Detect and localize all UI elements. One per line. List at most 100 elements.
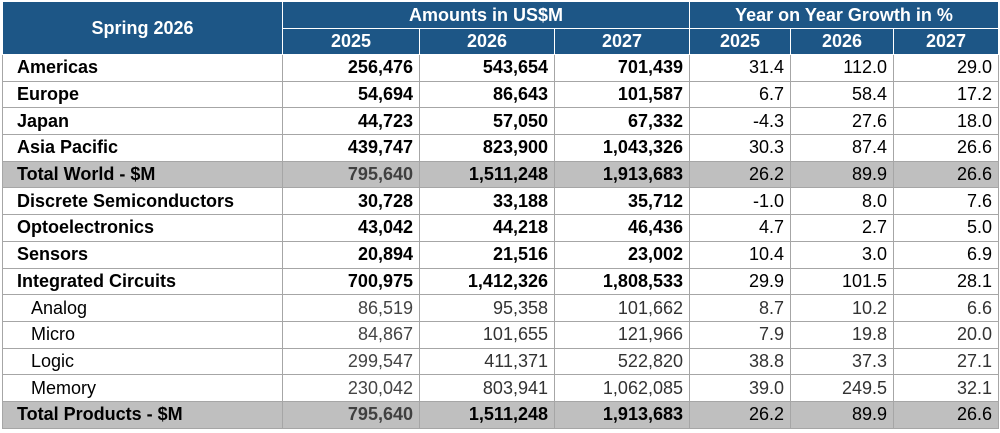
cell-amount-2026: 95,358 [419, 294, 555, 322]
cell-amount-2026: 86,643 [419, 80, 555, 109]
cell-growth-2027: 27.1 [892, 347, 1000, 376]
cell-growth-2027: 6.9 [892, 240, 1000, 269]
cell-amount-2026: 1,511,248 [419, 400, 555, 429]
cell-amount-2025: 43,042 [282, 214, 420, 242]
table-row: Asia Pacific 439,747 823,900 1,043,326 3… [2, 134, 1000, 162]
row-label: Total World - $M [2, 160, 283, 189]
table-row: Memory 230,042 803,941 1,062,085 39.0 24… [2, 374, 1000, 402]
table-row: Discrete Semiconductors 30,728 33,188 35… [2, 187, 1000, 216]
row-label: Discrete Semiconductors [2, 187, 283, 216]
cell-growth-2027: 29.0 [892, 54, 1000, 82]
cell-growth-2027: 6.6 [892, 294, 1000, 322]
cell-amount-2025: 30,728 [282, 187, 420, 216]
cell-growth-2026: 8.0 [790, 187, 894, 216]
cell-growth-2027: 26.6 [892, 400, 1000, 429]
row-label: Logic [2, 347, 283, 376]
year-header-growth-2026: 2026 [790, 28, 894, 55]
cell-amount-2026: 57,050 [419, 107, 555, 136]
row-label: Integrated Circuits [2, 267, 283, 296]
cell-amount-2027: 101,587 [554, 80, 690, 109]
cell-growth-2026: 249.5 [790, 374, 894, 402]
cell-amount-2027: 522,820 [554, 347, 690, 376]
cell-growth-2026: 27.6 [790, 107, 894, 136]
growth-header: Year on Year Growth in % [688, 1, 1000, 29]
cell-amount-2026: 803,941 [419, 374, 555, 402]
table-row: Micro 84,867 101,655 121,966 7.9 19.8 20… [2, 320, 1000, 349]
cell-amount-2025: 700,975 [282, 267, 420, 296]
cell-amount-2025: 795,640 [282, 400, 420, 429]
row-label: Total Products - $M [2, 400, 283, 429]
cell-amount-2027: 23,002 [554, 240, 690, 269]
cell-growth-2025: 38.8 [689, 347, 791, 376]
table-row: Logic 299,547 411,371 522,820 38.8 37.3 … [2, 347, 1000, 376]
cell-growth-2027: 17.2 [892, 80, 1000, 109]
table-row: Sensors 20,894 21,516 23,002 10.4 3.0 6.… [2, 240, 1000, 269]
cell-amount-2025: 256,476 [282, 54, 420, 82]
row-label: Memory [2, 374, 283, 402]
table-row: Integrated Circuits 700,975 1,412,326 1,… [2, 267, 1000, 296]
total-products-row: Total Products - $M 795,640 1,511,248 1,… [2, 400, 1000, 429]
cell-amount-2026: 33,188 [419, 187, 555, 216]
cell-amount-2027: 101,662 [554, 294, 690, 322]
cell-amount-2026: 1,412,326 [419, 267, 555, 296]
cell-amount-2027: 701,439 [554, 54, 690, 82]
table-title: Spring 2026 [2, 1, 283, 55]
cell-amount-2027: 1,913,683 [554, 160, 690, 189]
cell-amount-2026: 823,900 [419, 134, 555, 162]
table-row: Europe 54,694 86,643 101,587 6.7 58.4 17… [2, 80, 1000, 109]
amounts-header: Amounts in US$M [282, 1, 690, 29]
cell-amount-2025: 86,519 [282, 294, 420, 322]
year-header-amount-2026: 2026 [419, 28, 555, 55]
cell-growth-2025: 7.9 [689, 320, 791, 349]
cell-amount-2027: 1,913,683 [554, 400, 690, 429]
cell-amount-2027: 1,808,533 [554, 267, 690, 296]
cell-growth-2026: 37.3 [790, 347, 894, 376]
cell-amount-2026: 1,511,248 [419, 160, 555, 189]
cell-growth-2026: 10.2 [790, 294, 894, 322]
cell-growth-2025: 26.2 [689, 400, 791, 429]
cell-growth-2025: 30.3 [689, 134, 791, 162]
cell-growth-2027: 7.6 [892, 187, 1000, 216]
row-label: Japan [2, 107, 283, 136]
row-label: Sensors [2, 240, 283, 269]
cell-growth-2026: 101.5 [790, 267, 894, 296]
table-row: Americas 256,476 543,654 701,439 31.4 11… [2, 54, 1000, 82]
cell-amount-2025: 44,723 [282, 107, 420, 136]
cell-amount-2025: 20,894 [282, 240, 420, 269]
table-row: Analog 86,519 95,358 101,662 8.7 10.2 6.… [2, 294, 1000, 322]
cell-growth-2026: 87.4 [790, 134, 894, 162]
cell-growth-2026: 112.0 [790, 54, 894, 82]
cell-growth-2025: 26.2 [689, 160, 791, 189]
cell-growth-2027: 5.0 [892, 214, 1000, 242]
cell-amount-2027: 67,332 [554, 107, 690, 136]
cell-amount-2027: 1,062,085 [554, 374, 690, 402]
cell-growth-2025: 6.7 [689, 80, 791, 109]
cell-growth-2027: 26.6 [892, 134, 1000, 162]
cell-growth-2025: -4.3 [689, 107, 791, 136]
year-header-amount-2027: 2027 [554, 28, 690, 55]
cell-amount-2026: 101,655 [419, 320, 555, 349]
row-label: Americas [2, 54, 283, 82]
cell-growth-2027: 18.0 [892, 107, 1000, 136]
table-row: Japan 44,723 57,050 67,332 -4.3 27.6 18.… [2, 107, 1000, 136]
cell-growth-2026: 89.9 [790, 160, 894, 189]
total-world-row: Total World - $M 795,640 1,511,248 1,913… [2, 160, 1000, 189]
cell-growth-2025: 39.0 [689, 374, 791, 402]
cell-growth-2026: 58.4 [790, 80, 894, 109]
year-header-growth-2027: 2027 [892, 28, 1000, 55]
cell-growth-2027: 28.1 [892, 267, 1000, 296]
cell-growth-2025: -1.0 [689, 187, 791, 216]
cell-growth-2026: 19.8 [790, 320, 894, 349]
cell-growth-2027: 26.6 [892, 160, 1000, 189]
cell-amount-2025: 84,867 [282, 320, 420, 349]
row-label: Micro [2, 320, 283, 349]
cell-amount-2027: 46,436 [554, 214, 690, 242]
cell-amount-2026: 543,654 [419, 54, 555, 82]
cell-amount-2026: 44,218 [419, 214, 555, 242]
cell-amount-2027: 121,966 [554, 320, 690, 349]
cell-growth-2026: 89.9 [790, 400, 894, 429]
row-label: Analog [2, 294, 283, 322]
cell-amount-2026: 411,371 [419, 347, 555, 376]
year-header-growth-2025: 2025 [689, 28, 791, 55]
cell-growth-2025: 4.7 [689, 214, 791, 242]
